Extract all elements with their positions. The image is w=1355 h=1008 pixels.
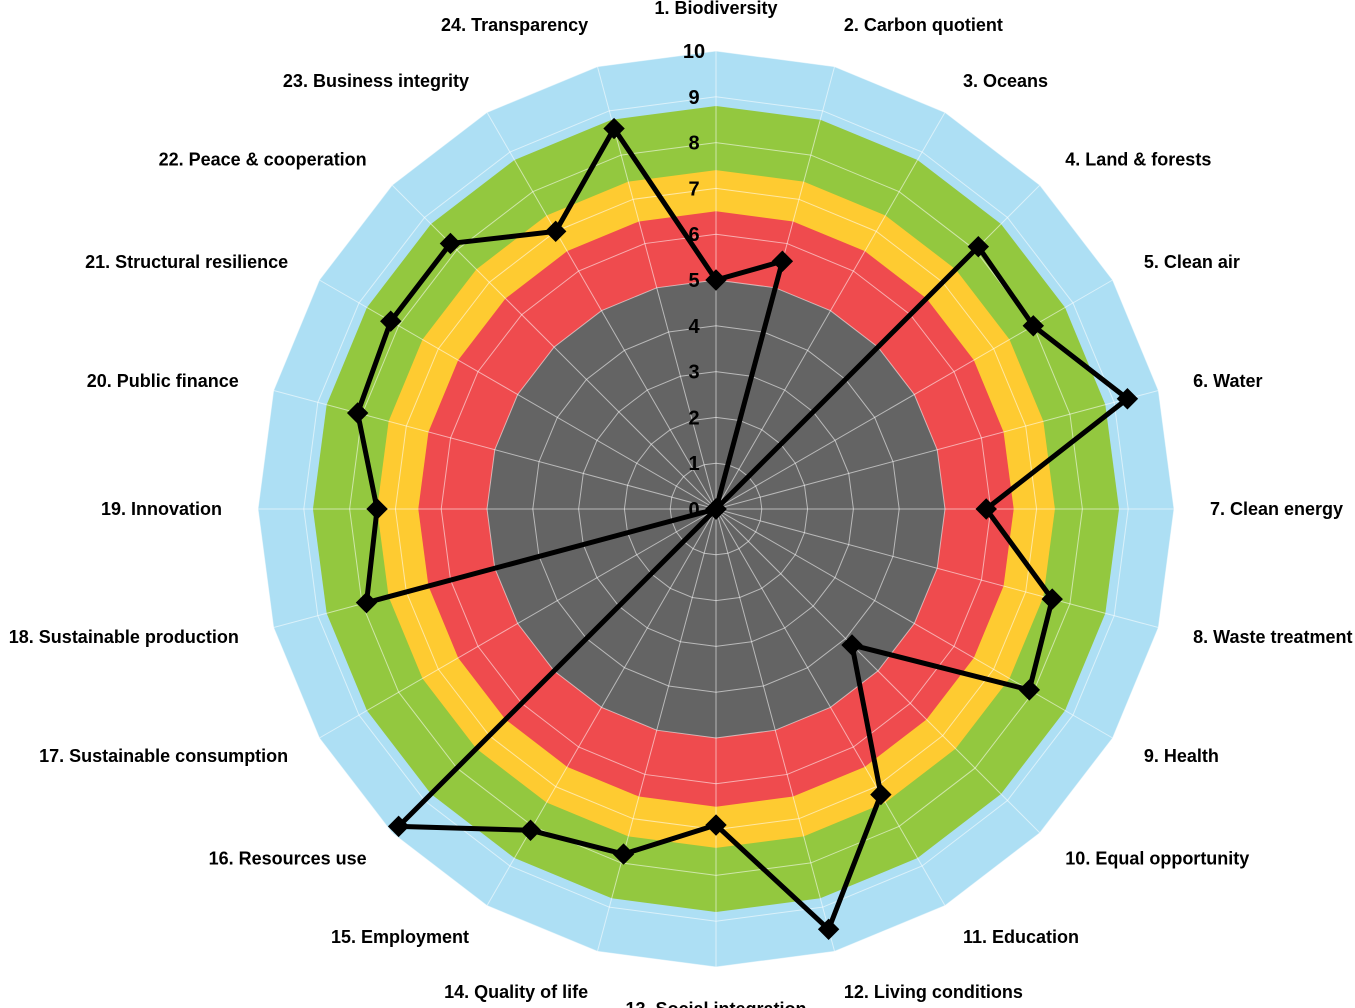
category-label: 15. Employment [331,927,469,947]
tick-label-5: 5 [688,270,699,292]
data-point-18 [355,591,378,614]
grid-layer [257,50,1175,968]
grid-spoke-23 [486,112,717,510]
data-point-23 [544,220,567,243]
data-point-10 [841,634,863,656]
data-point-19 [366,498,388,520]
grid-spoke-14 [596,508,717,952]
data-point-15 [519,819,542,841]
data-point-2 [771,250,794,272]
tick-label-2: 2 [688,407,699,429]
data-point-24 [603,117,625,140]
data-point-6 [1116,388,1139,410]
data-point-20 [346,402,369,424]
data-point-21 [380,310,402,332]
data-point-14 [612,843,635,865]
grid-spoke-11 [715,508,946,906]
data-point-12 [817,918,840,940]
grid-spoke-10 [715,508,1041,834]
tick-label-0: 0 [688,499,699,521]
series-layer [346,117,1139,940]
grid-spoke-8 [715,508,1159,629]
grid-spoke-3 [715,112,946,510]
data-point-17 [705,498,727,520]
category-label: 24. Transparency [441,15,588,35]
category-label: 11. Education [963,927,1079,947]
category-label: 17. Sustainable consumption [39,746,288,766]
category-label: 19. Innovation [101,499,222,519]
grid-spoke-6 [715,389,1159,510]
tick-label-10: 10 [683,41,705,63]
tick-label-7: 7 [688,178,699,200]
tick-label-layer: 0 1 2 3 4 5 6 7 8 9 10 [683,41,705,521]
data-point-22 [439,232,462,255]
grid-spoke-9 [715,508,1113,739]
category-label: 23. Business integrity [283,71,469,91]
category-label: 16. Resources use [209,848,367,868]
grid-spoke-17 [319,508,717,739]
data-point-9 [1018,679,1041,701]
category-label: 1. Biodiversity [654,0,777,18]
category-label-layer: 1. Biodiversity 2. Carbon quotient 3. Ocea… [9,0,1353,1008]
grid-spoke-24 [596,66,717,510]
category-label: 22. Peace & cooperation [159,150,367,170]
data-point-1 [705,269,727,291]
category-label: 9. Health [1144,746,1219,766]
grid-spoke-12 [715,508,836,952]
category-label: 21. Structural resilience [85,252,288,272]
tick-label-9: 9 [688,87,699,109]
category-label: 6. Water [1193,371,1262,391]
category-label: 12. Living conditions [844,982,1023,1002]
grid-spoke-15 [486,508,717,906]
data-point-13 [705,814,727,836]
data-point-5 [1022,315,1045,337]
tick-label-3: 3 [688,362,699,384]
grid-spoke-20 [273,389,717,510]
category-label: 3. Oceans [963,71,1048,91]
data-point-16 [387,815,410,838]
data-point-7 [975,498,997,520]
category-label: 20. Public finance [87,371,239,391]
category-label: 5. Clean air [1144,252,1240,272]
category-label: 14. Quality of life [444,982,588,1002]
tick-label-1: 1 [688,453,699,475]
tick-label-6: 6 [688,224,699,246]
category-label: 2. Carbon quotient [844,15,1003,35]
tick-label-8: 8 [688,133,699,155]
category-label: 13. Social integration [625,999,806,1008]
data-point-11 [870,783,892,806]
tick-label-4: 4 [688,316,700,338]
data-point-4 [967,235,990,258]
category-label: 8. Waste treatment [1193,627,1352,647]
data-point-8 [1041,588,1063,610]
category-label: 10. Equal opportunity [1065,848,1249,868]
category-label: 7. Clean energy [1210,499,1343,519]
category-label: 18. Sustainable production [9,627,239,647]
grid-spoke-5 [715,279,1113,510]
category-label: 4. Land & forests [1065,150,1211,170]
